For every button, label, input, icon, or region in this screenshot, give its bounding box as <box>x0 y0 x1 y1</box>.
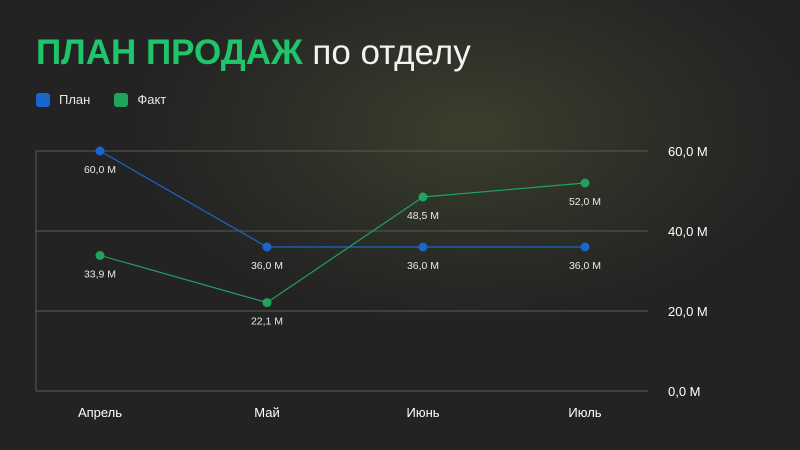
x-tick-label: Май <box>254 405 279 420</box>
legend: План Факт <box>36 92 166 107</box>
data-point <box>580 242 590 252</box>
data-point <box>95 250 105 260</box>
data-label: 60,0 M <box>84 164 116 176</box>
data-point <box>418 192 428 202</box>
chart-title: ПЛАН ПРОДАЖ по отделу <box>36 30 471 76</box>
legend-item-plan: План <box>36 92 90 107</box>
data-label: 36,0 M <box>569 260 601 272</box>
y-tick-label: 40,0 M <box>668 224 708 239</box>
x-tick-label: Июнь <box>406 405 439 420</box>
series-line <box>99 182 586 304</box>
legend-item-fact: Факт <box>114 92 166 107</box>
y-tick-label: 0,0 M <box>668 384 701 399</box>
data-point <box>580 178 590 188</box>
x-tick-label: Июль <box>568 405 601 420</box>
legend-swatch-plan <box>36 92 50 107</box>
title-accent: ПЛАН ПРОДАЖ <box>36 33 303 72</box>
legend-swatch-fact <box>114 92 129 107</box>
data-point <box>262 298 272 308</box>
title-rest: по отделу <box>312 33 471 72</box>
data-label: 36,0 M <box>251 260 283 272</box>
y-tick-label: 60,0 M <box>668 144 708 159</box>
legend-label-fact: Факт <box>137 92 167 107</box>
series-line <box>99 150 585 248</box>
data-point <box>95 146 105 156</box>
data-point <box>418 242 428 252</box>
legend-label-plan: План <box>59 92 91 107</box>
y-tick-label: 20,0 M <box>668 304 708 319</box>
data-point <box>262 242 272 252</box>
data-label: 52,0 M <box>569 196 601 208</box>
data-label: 22,1 M <box>251 316 283 328</box>
data-label: 36,0 M <box>407 260 439 272</box>
data-label: 33,9 M <box>84 268 116 280</box>
data-label: 48,5 M <box>407 210 439 222</box>
x-tick-label: Апрель <box>78 405 122 420</box>
